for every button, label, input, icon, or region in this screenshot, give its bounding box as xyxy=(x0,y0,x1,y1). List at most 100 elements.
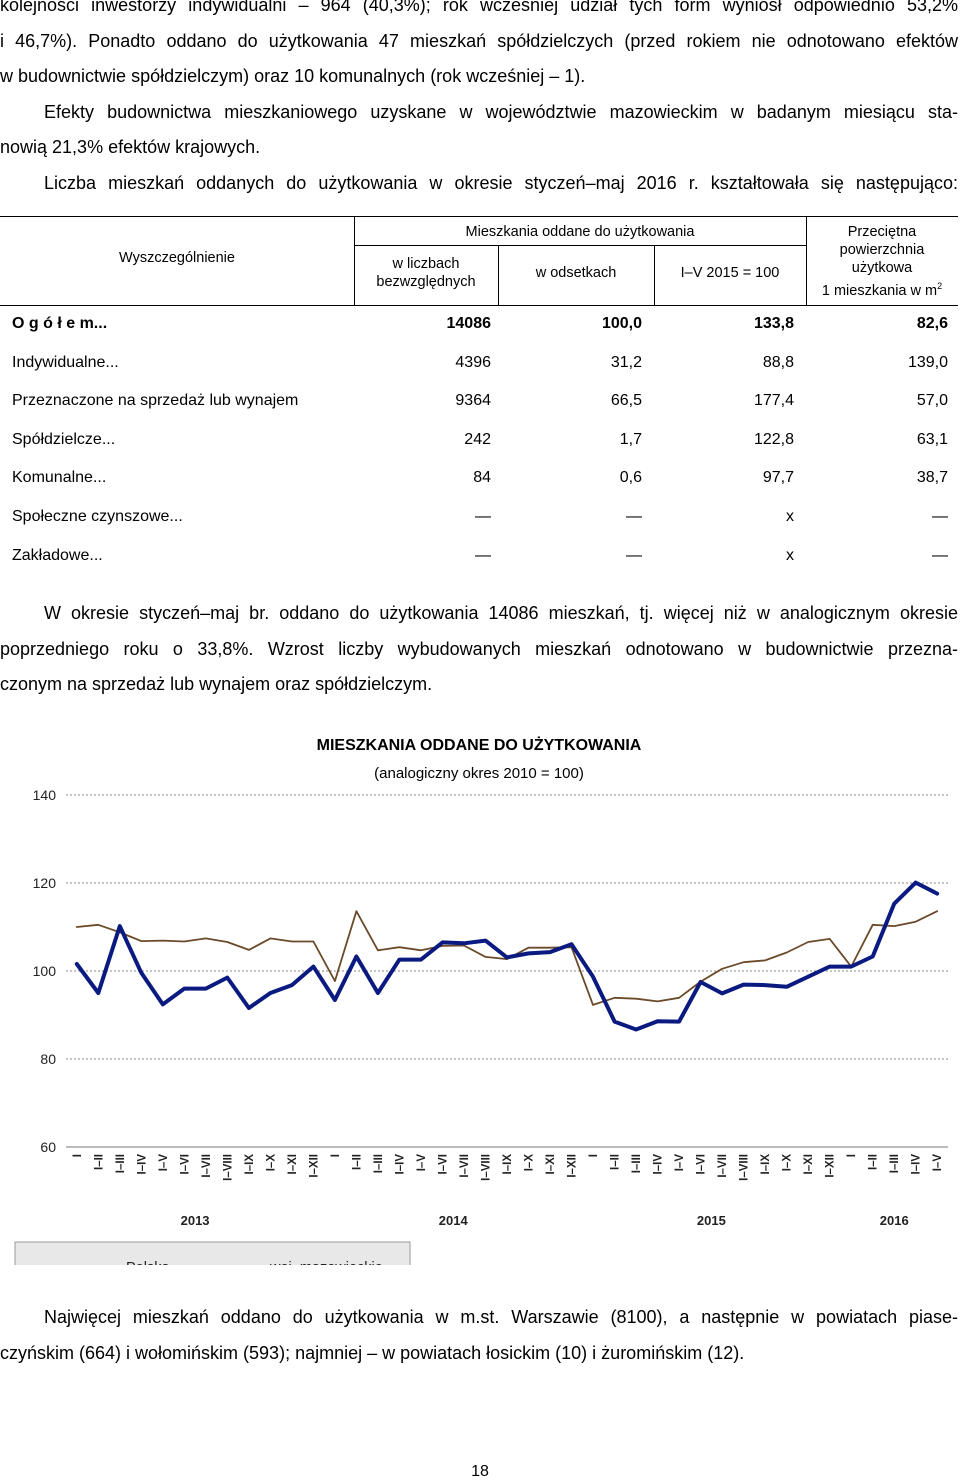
x-tick-label: I–VII xyxy=(201,1154,213,1178)
header-spec: Wyszczególnienie xyxy=(119,250,235,266)
x-tick-label: I–V xyxy=(932,1154,944,1172)
x-tick-label: I–XII xyxy=(308,1154,320,1178)
x-tick-label: I–IV xyxy=(911,1154,923,1175)
x-tick-label: I xyxy=(330,1154,342,1157)
x-tick-label: I–V xyxy=(416,1154,428,1172)
x-tick-label: I–II xyxy=(351,1154,363,1170)
row-label: Komunalne xyxy=(12,469,93,487)
year-label: 2015 xyxy=(697,1213,726,1228)
header-group-rule xyxy=(354,245,806,246)
x-tick-label: I–IV xyxy=(136,1154,148,1175)
row-pct: 31,2 xyxy=(610,353,642,371)
row-index: 122,8 xyxy=(753,430,794,448)
y-tick-label: 100 xyxy=(33,963,57,979)
row-label: Społeczne czynszowe xyxy=(12,507,170,525)
housing-chart: MIESZKANIA ODDANE DO UŻYTKOWANIA (analogi… xyxy=(0,720,958,1293)
year-label: 2016 xyxy=(880,1213,909,1228)
row-abs: — xyxy=(475,507,491,525)
row-abs: 242 xyxy=(464,430,491,448)
header-divider xyxy=(806,217,807,305)
x-tick-label: I–XI xyxy=(803,1154,815,1174)
row-pct: 1,7 xyxy=(619,430,642,448)
row-label-wrap: Indywidualne... xyxy=(12,354,119,372)
row-leader-dots: ... xyxy=(93,315,108,332)
row-abs: 4396 xyxy=(455,353,491,371)
x-tick-label: I–III xyxy=(373,1154,385,1173)
table-header: Wyszczególnienie Mieszkania oddane do uż… xyxy=(0,216,958,306)
intro-paragraph: kolejności inwestorzy indywidualni – 964… xyxy=(0,0,958,201)
y-tick-label: 140 xyxy=(33,787,57,803)
y-tick-label: 120 xyxy=(33,875,57,891)
row-pct: — xyxy=(626,507,642,525)
x-tick-label: I–VII xyxy=(717,1154,729,1178)
intro-para2-line-1: Efekty budownictwa mieszkaniowego uzyska… xyxy=(44,101,958,122)
year-label: 2013 xyxy=(181,1213,210,1228)
legend-label: woj. mazowieckie xyxy=(269,1260,383,1265)
row-abs: 14086 xyxy=(446,315,492,332)
row-leader-dots: ... xyxy=(89,546,103,564)
x-tick-label: I–IV xyxy=(653,1154,665,1175)
summary-paragraph: W okresie styczeń–maj br. oddano do użyt… xyxy=(0,596,958,703)
x-tick-label: I–III xyxy=(889,1154,901,1173)
summary-line-2: poprzedniego roku o 33,8%. Wzrost liczby… xyxy=(0,638,958,659)
row-label-wrap: Spółdzielcze... xyxy=(12,431,115,449)
chart-title: MIESZKANIA ODDANE DO UŻYTKOWANIA xyxy=(317,736,642,754)
y-tick-label: 60 xyxy=(40,1139,56,1155)
header-group: Mieszkania oddane do użytkowania xyxy=(465,224,695,240)
x-tick-label: I–X xyxy=(782,1154,794,1172)
row-label-wrap: Społeczne czynszowe... xyxy=(12,508,183,526)
x-tick-label: I–IX xyxy=(502,1154,514,1175)
x-tick-label: I–VIII xyxy=(480,1154,492,1181)
header-divider xyxy=(654,246,655,305)
row-pct: 0,6 xyxy=(619,469,642,487)
x-tick-label: I–III xyxy=(631,1154,643,1173)
table-row: Zakładowe... — — x — xyxy=(0,538,958,577)
x-tick-label: I–X xyxy=(265,1154,277,1172)
x-tick-label: I–III xyxy=(115,1154,127,1173)
x-tick-label: I–XI xyxy=(287,1154,299,1174)
row-leader-dots: ... xyxy=(169,507,183,525)
page-number: 18 xyxy=(471,1463,489,1480)
row-area: 82,6 xyxy=(916,315,948,332)
row-label: O g ó ł e m xyxy=(12,315,94,332)
closing-line-2: czyńskim (664) i wołomińskim (593); najm… xyxy=(0,1342,745,1363)
row-area: 139,0 xyxy=(907,353,948,371)
row-area: — xyxy=(932,507,948,525)
summary-line-3: czonym na sprzedaż lub wynajem oraz spół… xyxy=(0,674,433,694)
x-tick-label: I xyxy=(588,1154,600,1157)
row-leader-dots: ... xyxy=(105,353,119,371)
table-row: Indywidualne... 4396 31,2 88,8 139,0 xyxy=(0,345,958,384)
chart-svg: MIESZKANIA ODDANE DO UŻYTKOWANIA (analogi… xyxy=(14,736,948,1293)
row-index: x xyxy=(786,546,794,564)
x-tick-label: I–IX xyxy=(244,1154,256,1175)
header-index: I–V 2015 = 100 xyxy=(680,265,780,281)
row-label: Zakładowe xyxy=(12,546,90,564)
row-label-wrap: Przeznaczone na sprzedaż lub wynajem xyxy=(12,392,298,410)
x-tick-label: I–X xyxy=(524,1154,536,1172)
header-divider xyxy=(354,217,355,305)
header-abs: w liczbach bezwzględnych xyxy=(376,256,476,290)
row-abs: 9364 xyxy=(455,392,491,410)
table-row: Przeznaczone na sprzedaż lub wynajem 9364… xyxy=(0,383,958,422)
row-abs: — xyxy=(475,546,491,564)
header-divider xyxy=(498,246,499,305)
x-tick-label: I–IX xyxy=(760,1154,772,1175)
x-tick-label: I–V xyxy=(158,1154,170,1172)
row-area: 57,0 xyxy=(916,392,948,410)
x-tick-label: I–V xyxy=(674,1154,686,1172)
x-tick-label: I–XII xyxy=(567,1154,579,1178)
series-line-mazowieckie xyxy=(74,880,940,1032)
row-label: Spółdzielcze xyxy=(12,430,102,448)
table-row: Spółdzielcze... 242 1,7 122,8 63,1 xyxy=(0,422,958,461)
intro-line-2: i 46,7%). Ponadto oddano do użytkowania … xyxy=(0,30,958,51)
x-tick-label: I–IV xyxy=(394,1154,406,1175)
x-tick-label: I–VII xyxy=(459,1154,471,1178)
x-tick-label: I–VI xyxy=(179,1154,191,1174)
row-abs: 84 xyxy=(473,469,491,487)
row-label-wrap: O g ó ł e m... xyxy=(12,315,107,333)
row-pct: — xyxy=(626,546,642,564)
intro-para3: Liczba mieszkań oddanych do użytkowania … xyxy=(44,172,958,193)
x-tick-label: I–XII xyxy=(825,1154,837,1178)
x-tick-label: I–VIII xyxy=(739,1154,751,1181)
y-tick-label: 80 xyxy=(40,1051,56,1067)
